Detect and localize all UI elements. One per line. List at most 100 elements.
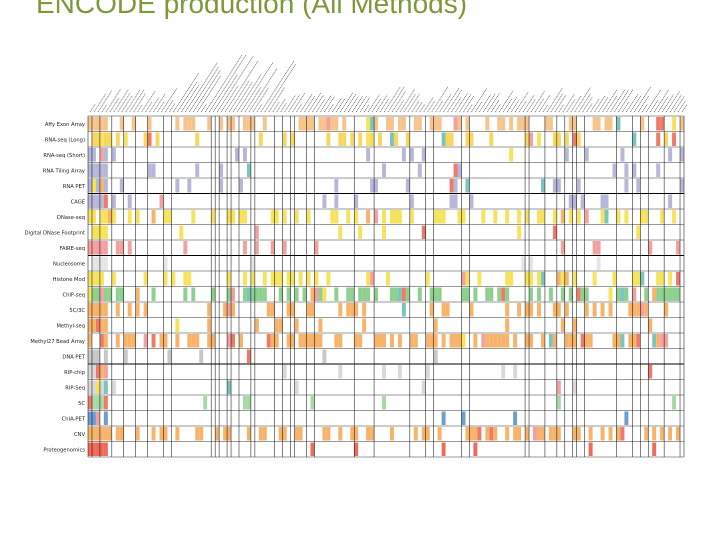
column-label-mark (161, 88, 178, 113)
column-label-mark (316, 99, 325, 113)
matrix-cell (552, 427, 557, 441)
matrix-cell (401, 117, 406, 131)
matrix-cell (163, 427, 168, 441)
row-label: 5C/3C (69, 308, 85, 314)
matrix-cell (88, 148, 92, 162)
matrix-cell (564, 303, 569, 317)
matrix-cell (378, 132, 383, 146)
matrix-cell (536, 272, 541, 286)
matrix-cell (572, 334, 577, 348)
column-label-mark (97, 90, 113, 113)
matrix-cell (501, 334, 506, 348)
matrix-cell (298, 334, 303, 348)
matrix-cell (580, 287, 585, 301)
matrix-cell (584, 210, 589, 224)
column-label-mark (602, 89, 618, 113)
matrix-cell (560, 318, 565, 332)
matrix-cell (111, 194, 116, 208)
matrix-cell (99, 210, 104, 224)
column-label-mark (467, 104, 473, 113)
matrix-cell (413, 334, 418, 348)
matrix-cell (588, 442, 593, 456)
matrix-cell (556, 380, 561, 394)
matrix-cell (525, 334, 530, 348)
matrix-cell (123, 349, 128, 363)
matrix-cell (489, 427, 494, 441)
column-label-mark (336, 98, 346, 113)
matrix-cell (540, 210, 545, 224)
matrix-cell (652, 427, 657, 441)
matrix-cell (354, 210, 359, 224)
matrix-cell (199, 349, 204, 363)
column-label-mark (538, 94, 551, 113)
matrix-cell (151, 334, 156, 348)
matrix-cell (88, 272, 92, 286)
matrix-cell (334, 194, 339, 208)
matrix-cell (266, 303, 271, 317)
matrix-cell (672, 287, 677, 301)
column-label-mark (264, 64, 296, 113)
matrix-cell (99, 179, 104, 193)
matrix-cell (99, 318, 104, 332)
row-label: Methyl27 Bead Array (30, 339, 85, 345)
column-label-mark (455, 93, 468, 113)
matrix-cell (123, 132, 128, 146)
column-label-mark (483, 93, 496, 113)
matrix-cell (242, 272, 247, 286)
matrix-cell (302, 334, 307, 348)
matrix-cell (211, 287, 216, 301)
column-label-mark (216, 56, 254, 113)
matrix-cell (473, 334, 478, 348)
matrix-cell (99, 365, 104, 379)
matrix-cell (302, 287, 307, 301)
matrix-cell (540, 179, 545, 193)
column-label-mark (618, 89, 634, 113)
matrix-cell (382, 334, 386, 348)
matrix-cell (358, 287, 363, 301)
column-label-mark (554, 94, 567, 113)
column-label-mark (149, 97, 160, 113)
matrix-cell (572, 427, 577, 441)
matrix-cell (525, 117, 530, 131)
column-label-mark (566, 99, 576, 113)
matrix-cell (417, 287, 422, 301)
matrix-cell (493, 210, 498, 224)
matrix-cell (318, 287, 323, 301)
row-label: DNA PET (62, 354, 85, 360)
matrix-cell (568, 287, 573, 301)
matrix-cell (91, 117, 96, 131)
matrix-cell (191, 334, 196, 348)
column-label-mark (590, 98, 600, 113)
matrix-cell (628, 303, 633, 317)
matrix-cell (405, 179, 410, 193)
matrix-cell (286, 303, 291, 317)
column-label-mark (189, 66, 219, 113)
matrix-cell (175, 334, 180, 348)
matrix-cell (175, 179, 180, 193)
matrix-cell (505, 318, 510, 332)
matrix-cell (354, 427, 359, 441)
matrix-cell (282, 132, 287, 146)
matrix-cell (175, 318, 180, 332)
matrix-cell (644, 210, 649, 224)
matrix-cell (632, 272, 637, 286)
column-label-mark (498, 90, 514, 113)
matrix-cell (529, 256, 534, 270)
matrix-cell (88, 179, 92, 193)
column-label-mark (240, 62, 274, 113)
matrix-cell (564, 132, 569, 146)
matrix-cell (282, 365, 287, 379)
matrix-cell (195, 132, 200, 146)
matrix-cell (469, 303, 474, 317)
column-label-mark (375, 94, 388, 113)
matrix-cell (107, 287, 112, 301)
matrix-cell (473, 442, 478, 456)
matrix-cell (91, 179, 96, 193)
matrix-cell (91, 163, 96, 177)
matrix-cell (592, 272, 597, 286)
matrix-cell (326, 117, 331, 131)
column-label-mark (355, 96, 367, 113)
matrix-cell (660, 334, 665, 348)
matrix-cell (262, 427, 267, 441)
column-label-mark (427, 100, 436, 113)
